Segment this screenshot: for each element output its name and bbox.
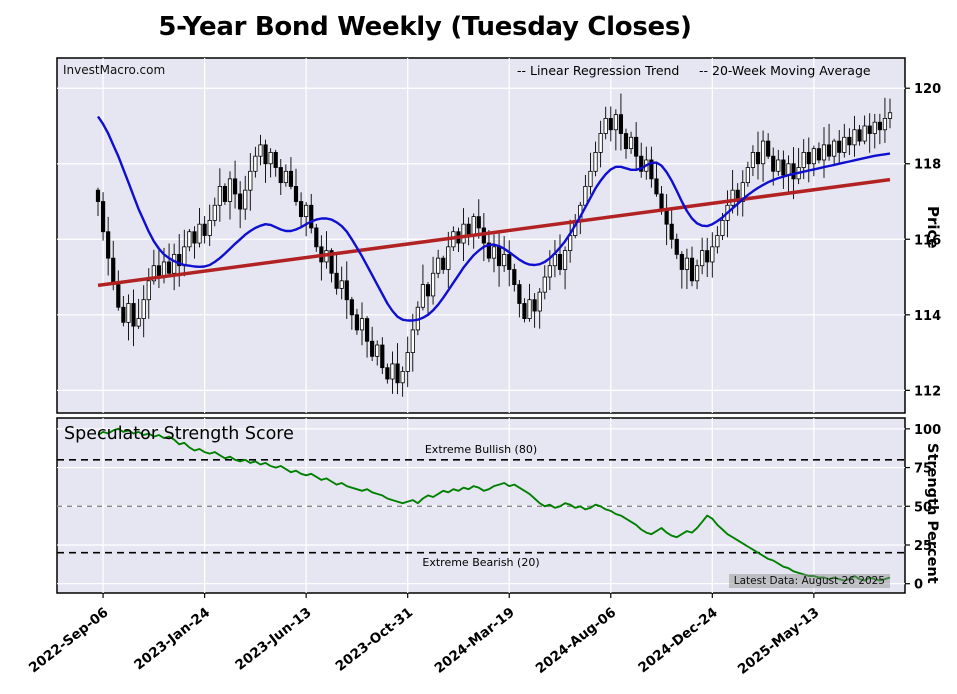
strength-tick-label: 0 [914,578,923,593]
strength-tick-label: 25 [914,539,932,554]
x-axis-date-labels: 2022-Sep-06 2023-Jan-24 2023-Jun-13 2023-Oc… [26,605,822,678]
watermark-label: InvestMacro.com [63,63,166,77]
legend-moving-average-label: -- 20-Week Moving Average [699,63,871,78]
moving-average-line [97,115,891,322]
date-tick-label: 2024-Aug-06 [533,605,620,678]
price-tick-label: 118 [914,158,941,173]
extreme-bearish-label: Extreme Bearish (20) [422,556,540,569]
strength-tick-label: 75 [914,462,932,477]
latest-data-note: Latest Data: August 26 2025 [728,574,890,588]
date-tick-label: 2023-Jan-24 [131,605,213,674]
price-tick-label: 112 [914,384,941,399]
price-tick-label: 114 [914,309,941,324]
date-tick-label: 2022-Sep-06 [26,605,112,677]
regression-trend-line [97,177,891,288]
strength-axis-title: Strength Percent [924,443,940,584]
price-tick-label: 120 [914,82,941,97]
date-tick-label: 2023-Oct-31 [333,605,417,675]
strength-score-line [97,427,891,582]
legend-regression-label: -- Linear Regression Trend [517,63,680,78]
extreme-bullish-label: Extreme Bullish (80) [424,443,538,456]
date-tick-label: 2025-May-13 [735,605,822,678]
page-title: 5-Year Bond Weekly (Tuesday Closes) [158,12,692,42]
strength-panel [56,417,906,594]
price-axis-title: Price [924,206,942,249]
date-tick-label: 2024-Dec-24 [635,605,720,677]
strength-panel-title: Speculator Strength Score [64,424,294,444]
strength-tick-label: 100 [914,423,941,438]
date-tick-label: 2024-Mar-19 [432,605,518,677]
price-tick-label: 116 [914,233,941,248]
strength-tick-label: 50 [914,500,932,515]
gridlines [57,58,905,598]
date-tick-label: 2023-Jun-13 [232,605,314,674]
